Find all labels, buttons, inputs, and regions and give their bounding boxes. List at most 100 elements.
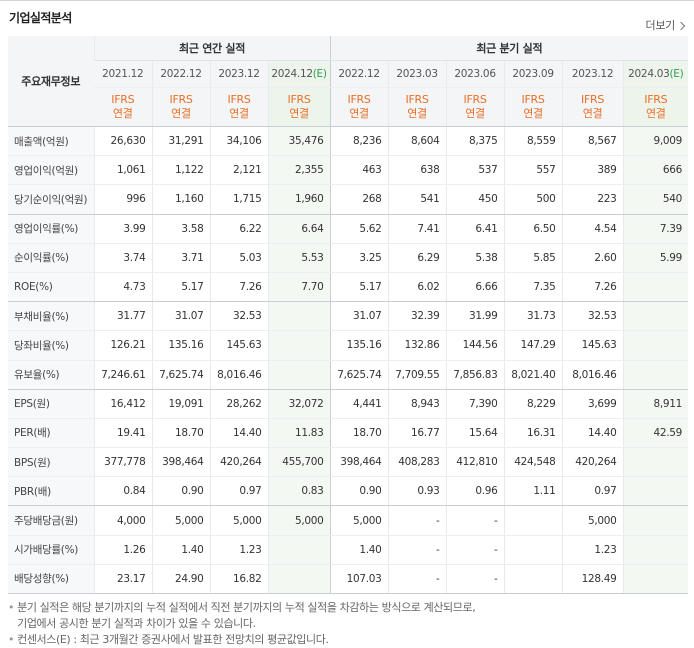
- table-cell: 32.53: [561, 301, 624, 332]
- table-row: ROE(%) 4.73 5.17 7.26 7.70 5.17 6.02 6.66 7.35 7.…: [8, 272, 689, 303]
- period-date: 2023.12: [571, 68, 614, 80]
- table-cell: 11.83: [267, 418, 331, 449]
- table-cell: 8,567: [561, 126, 624, 157]
- table-cell: 8,016.46: [209, 360, 268, 390]
- row-label: 주당배당금(원): [8, 505, 94, 536]
- basis-consolidated: 연결: [289, 107, 309, 120]
- period-header: 2023.12: [561, 60, 624, 88]
- table-cell: 420,264: [209, 447, 268, 478]
- table-cell: [267, 360, 331, 390]
- table-row: PBR(배) 0.84 0.90 0.97 0.83 0.90 0.93 0.96 1.11 0.…: [8, 476, 689, 507]
- table-cell: 5,000: [329, 505, 389, 536]
- table-cell: [267, 564, 331, 595]
- table-cell: 23.17: [93, 564, 152, 595]
- table-cell: 1,715: [209, 184, 268, 215]
- table-cell: 1,122: [151, 155, 210, 186]
- table-cell: 420,264: [561, 447, 624, 478]
- row-label: 매출액(억원): [8, 126, 94, 157]
- table-cell: [503, 505, 563, 536]
- table-cell: 8,236: [329, 126, 389, 157]
- accounting-basis: IFRS 연결: [387, 87, 447, 127]
- table-cell: 8,021.40: [503, 360, 563, 390]
- table-cell: 31.07: [329, 301, 389, 332]
- table-row: 매출액(억원) 26,630 31,291 34,106 35,476 8,236 8,60…: [8, 126, 689, 157]
- period-date: 2022.12: [338, 68, 380, 80]
- table-cell: 3.71: [151, 243, 210, 273]
- period-date: 2023.03: [396, 68, 438, 80]
- table-cell: [622, 360, 689, 390]
- period-date: 2022.12: [160, 68, 202, 80]
- basis-ifrs: IFRS: [227, 93, 251, 106]
- table-cell: 5.85: [503, 243, 563, 273]
- table-cell: [622, 447, 689, 478]
- table-cell: 5.38: [445, 243, 505, 273]
- table-cell: [622, 301, 689, 332]
- table-cell: 6.50: [503, 214, 563, 244]
- table-cell: 107.03: [329, 564, 389, 595]
- table-cell: 126.21: [93, 330, 152, 361]
- accounting-basis: IFRS 연결: [209, 87, 268, 127]
- table-cell: 0.93: [387, 476, 447, 507]
- table-cell: 28,262: [209, 389, 268, 419]
- table-cell: 6.41: [445, 214, 505, 244]
- basis-ifrs: IFRS: [347, 93, 371, 106]
- period-header: 2023.06: [445, 60, 505, 88]
- bullet-icon: •: [8, 601, 15, 614]
- table-cell: 31.73: [503, 301, 563, 332]
- table-cell: 8,375: [445, 126, 505, 157]
- table-cell: 128.49: [561, 564, 624, 595]
- table-cell: 32.39: [387, 301, 447, 332]
- table-cell: 34,106: [209, 126, 268, 157]
- period-header: 2022.12: [329, 60, 389, 88]
- more-label[interactable]: 더보기: [645, 19, 676, 32]
- table-row: 주당배당금(원) 4,000 5,000 5,000 5,000 5,000- -5,000: [8, 505, 689, 536]
- table-cell: -: [445, 535, 505, 565]
- table-cell: 135.16: [151, 330, 210, 361]
- table-cell: 6.66: [445, 272, 505, 303]
- row-label: ROE(%): [8, 272, 94, 303]
- table-cell: 7.26: [209, 272, 268, 303]
- accounting-basis: IFRS 연결: [267, 87, 331, 127]
- table-cell: 0.90: [329, 476, 389, 507]
- table-cell: 19,091: [151, 389, 210, 419]
- table-cell: 412,810: [445, 447, 505, 478]
- table-cell: 31.07: [151, 301, 210, 332]
- table-cell: 145.63: [209, 330, 268, 361]
- table-cell: [622, 505, 689, 536]
- table-cell: -: [445, 564, 505, 595]
- basis-consolidated: 연결: [349, 107, 369, 120]
- table-cell: 135.16: [329, 330, 389, 361]
- table-row: EPS(원) 16,412 19,091 28,262 32,072 4,441 8,943…: [8, 389, 689, 419]
- table-cell: 8,604: [387, 126, 447, 157]
- table-cell: 16,412: [93, 389, 152, 419]
- basis-consolidated: 연결: [465, 107, 485, 120]
- footnotes: • 분기 실적은 해당 분기까지의 누적 실적에서 직전 분기까지의 누적 실적을…: [8, 600, 476, 648]
- table-cell: 0.96: [445, 476, 505, 507]
- table-cell: [622, 476, 689, 507]
- chevron-right-icon: [676, 21, 686, 30]
- row-label: PER(배): [8, 418, 94, 449]
- table-cell: 7.39: [622, 214, 689, 244]
- basis-consolidated: 연결: [229, 107, 249, 120]
- table-cell: 8,016.46: [561, 360, 624, 390]
- table-cell: [267, 330, 331, 361]
- table-cell: 0.83: [267, 476, 331, 507]
- table-cell: 16.82: [209, 564, 268, 595]
- table-cell: 7,246.61: [93, 360, 152, 390]
- estimate-badge: (E): [312, 68, 327, 80]
- table-cell: 389: [561, 155, 624, 186]
- row-label: 영업이익(억원): [8, 155, 94, 186]
- table-cell: 1.23: [561, 535, 624, 565]
- table-cell: -: [387, 505, 447, 536]
- table-cell: 1.23: [209, 535, 268, 565]
- table-cell: 18.70: [151, 418, 210, 449]
- footnote-2: • 컨센서스(E) : 최근 3개월간 증권사에서 발표한 전망치의 평균값입니다…: [8, 633, 329, 646]
- table-cell: 1,960: [267, 184, 331, 215]
- table-cell: 540: [622, 184, 689, 215]
- accounting-basis: IFRS 연결: [151, 87, 210, 127]
- table-cell: 268: [329, 184, 389, 215]
- more-link[interactable]: 더보기: [645, 17, 686, 33]
- row-label: 당기순이익(억원): [8, 184, 94, 215]
- table-cell: 5,000: [151, 505, 210, 536]
- table-cell: 5.17: [151, 272, 210, 303]
